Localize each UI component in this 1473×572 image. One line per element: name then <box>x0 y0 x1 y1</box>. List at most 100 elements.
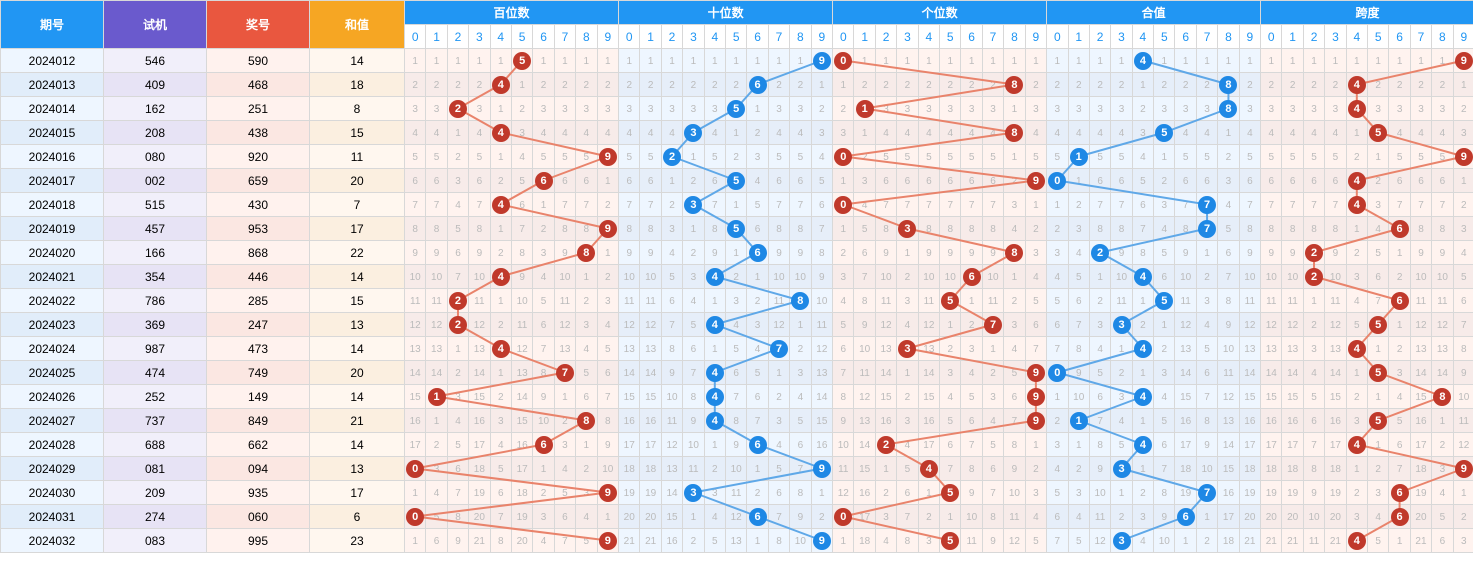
table-row: 2024018515430777474617727723715776047777… <box>1 193 1473 217</box>
miss-count: 10 <box>517 296 528 307</box>
hit-ball: 2 <box>449 292 467 310</box>
digit-cell: 7 <box>554 529 575 553</box>
digit-cell: 2 <box>726 145 747 169</box>
miss-count: 3 <box>969 104 975 115</box>
miss-count: 13 <box>881 344 892 355</box>
miss-count: 5 <box>477 152 483 163</box>
miss-count: 4 <box>1119 128 1125 139</box>
digit-cell: 9 <box>875 241 896 265</box>
digit-cell: 16 <box>1239 409 1260 433</box>
miss-count: 2 <box>1461 512 1467 523</box>
miss-count: 5 <box>1204 152 1210 163</box>
digit-cell: 1 <box>833 529 854 553</box>
miss-count: 3 <box>755 152 761 163</box>
digit-cell: 8 <box>1004 433 1025 457</box>
digit-cell: 1 <box>1089 265 1110 289</box>
digit-cell: 4 <box>1089 121 1110 145</box>
digit-cell: 3 <box>704 97 725 121</box>
digit-cell: 3 <box>1047 241 1068 265</box>
digit-cell: 12 <box>1089 529 1110 553</box>
miss-count: 1 <box>1354 368 1360 379</box>
miss-count: 5 <box>669 272 675 283</box>
digit-cell: 5 <box>1261 145 1282 169</box>
miss-count: 3 <box>926 536 932 547</box>
miss-count: 2 <box>1418 80 1424 91</box>
miss-count: 2 <box>1354 248 1360 259</box>
miss-count: 4 <box>1290 128 1296 139</box>
digit-cell: 5 <box>1025 289 1047 313</box>
digit-cell: 11 <box>833 457 854 481</box>
digit-cell: 1 <box>1196 241 1217 265</box>
digit-cell: 5 <box>854 217 875 241</box>
miss-count: 2 <box>584 296 590 307</box>
digit-header: 7 <box>1196 25 1217 49</box>
miss-count: 12 <box>731 512 742 523</box>
digit-cell: 4 <box>447 409 468 433</box>
miss-count: 20 <box>1244 512 1255 523</box>
miss-count: 7 <box>1162 464 1168 475</box>
digit-cell: 3 <box>1368 481 1389 505</box>
digit-cell: 13 <box>854 409 875 433</box>
digit-cell: 10 <box>1004 481 1025 505</box>
digit-cell: 4 <box>554 121 575 145</box>
digit-cell: 1 <box>747 457 768 481</box>
miss-count: 4 <box>883 128 889 139</box>
miss-count: 8 <box>626 224 632 235</box>
miss-count: 3 <box>412 104 418 115</box>
digit-cell: 1 <box>1282 49 1303 73</box>
miss-count: 1 <box>1012 152 1018 163</box>
digit-cell: 19 <box>1410 481 1431 505</box>
digit-cell: 19 <box>469 481 490 505</box>
digit-cell: 3 <box>1346 409 1367 433</box>
miss-count: 1 <box>1076 56 1082 67</box>
hit-ball: 0 <box>406 460 424 478</box>
miss-count: 4 <box>669 128 675 139</box>
miss-count: 3 <box>1354 272 1360 283</box>
digit-cell: 11 <box>726 481 747 505</box>
miss-count: 1 <box>691 56 697 67</box>
miss-count: 8 <box>819 248 825 259</box>
digit-cell: 2 <box>661 73 682 97</box>
digit-cell: 3 <box>1047 97 1068 121</box>
miss-count: 2 <box>669 200 675 211</box>
miss-count: 6 <box>798 440 804 451</box>
digit-cell: 4 <box>1154 385 1175 409</box>
digit-cell: 16 <box>811 433 833 457</box>
digit-cell: 1 <box>1132 289 1153 313</box>
digit-cell: 6 <box>897 169 918 193</box>
miss-count: 7 <box>905 200 911 211</box>
miss-count: 21 <box>1266 536 1277 547</box>
digit-cell: 2 <box>1410 73 1431 97</box>
digit-cell: 1 <box>597 169 619 193</box>
digit-cell: 5 <box>490 457 511 481</box>
miss-count: 4 <box>819 152 825 163</box>
digit-cell: 7 <box>1047 337 1068 361</box>
cell-prize: 935 <box>207 481 310 505</box>
hit-ball: 8 <box>1219 76 1237 94</box>
digit-cell: 7 <box>940 457 961 481</box>
digit-header: 1 <box>1282 25 1303 49</box>
digit-cell: 9 <box>961 241 982 265</box>
digit-cell: 2 <box>1368 169 1389 193</box>
miss-count: 4 <box>1097 128 1103 139</box>
miss-count: 4 <box>1333 128 1339 139</box>
digit-cell: 8 <box>405 217 426 241</box>
miss-count: 5 <box>883 152 889 163</box>
miss-count: 5 <box>691 320 697 331</box>
miss-count: 11 <box>410 296 420 307</box>
digit-cell: 10 <box>533 409 554 433</box>
digit-cell: 17 <box>1239 433 1260 457</box>
digit-cell: 13 <box>640 337 661 361</box>
digit-cell: 1 <box>1196 505 1217 529</box>
miss-count: 3 <box>1119 392 1125 403</box>
digit-cell: 16 <box>1325 409 1346 433</box>
digit-cell: 4 <box>1132 145 1153 169</box>
miss-count: 3 <box>1140 512 1146 523</box>
miss-count: 3 <box>819 128 825 139</box>
digit-cell: 2 <box>1453 505 1473 529</box>
digit-header: 6 <box>1175 25 1196 49</box>
digit-cell: 14 <box>875 361 896 385</box>
digit-cell: 6 <box>1389 433 1410 457</box>
miss-count: 5 <box>1397 416 1403 427</box>
miss-count: 13 <box>410 344 421 355</box>
